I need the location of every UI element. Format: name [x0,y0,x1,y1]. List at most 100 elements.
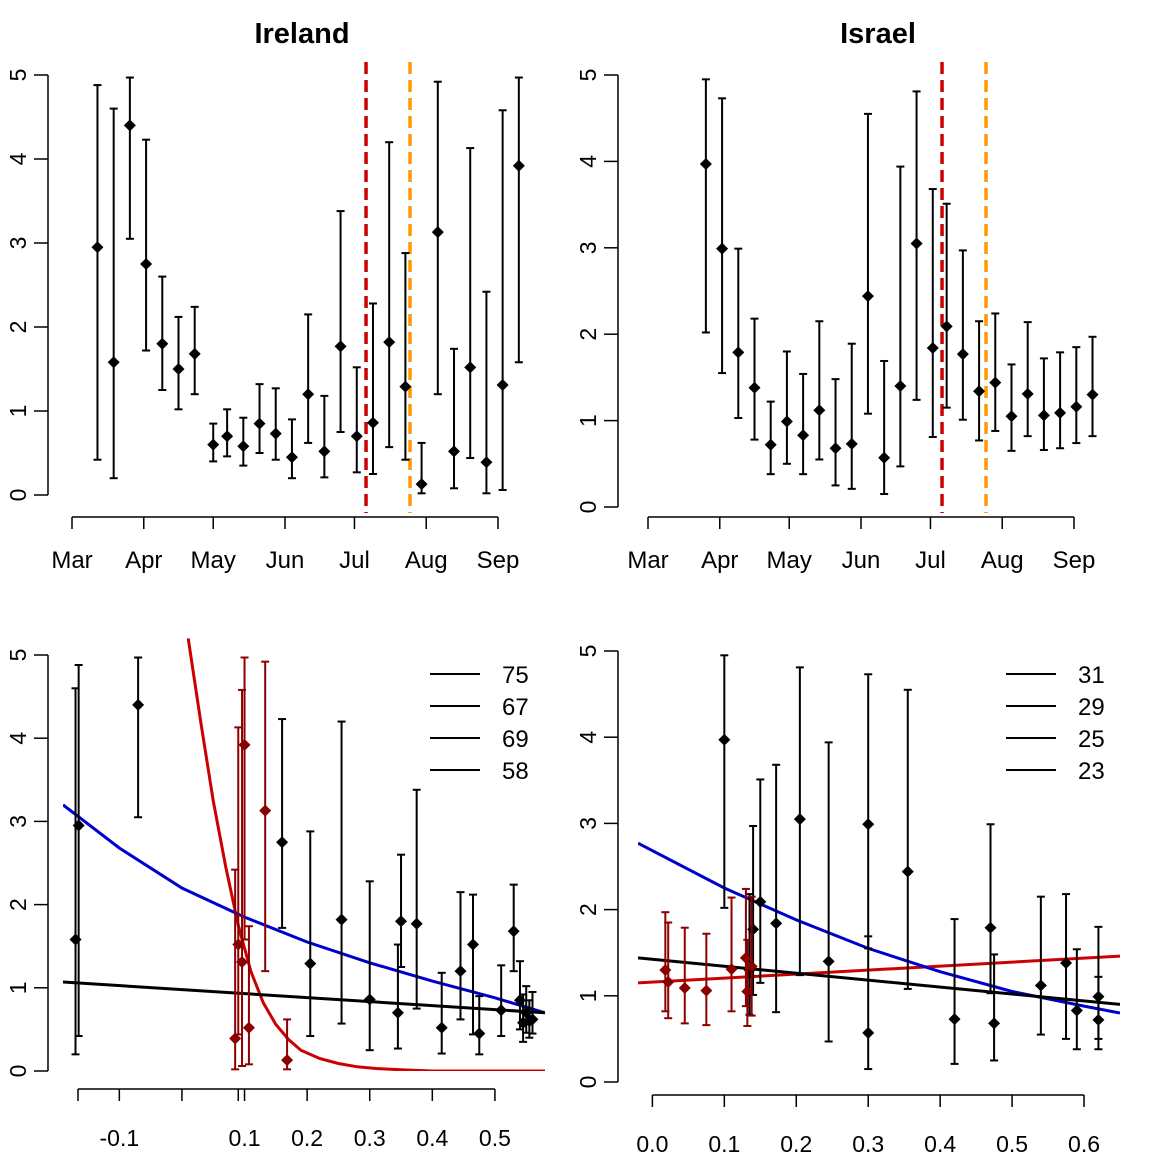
chart-panel-1: Ireland 0 1 2 3 4 5 Mar Apr May Jun Jul Aug Sep [5,18,525,574]
x-tick-label: Mar [627,547,668,574]
data-point [496,109,509,491]
data-point [495,964,508,1038]
x-tick-label: Apr [701,547,738,574]
data-point [862,935,875,1071]
data-point [845,342,858,490]
data-point [302,313,315,444]
y-tick-label: 4 [575,731,601,744]
y-axis: 0 1 2 3 4 5 [5,69,49,502]
data-point [207,422,220,463]
data-point [448,347,461,490]
panel-title: Israel [840,18,916,50]
data-point [318,394,331,479]
legend-label: 58 [502,758,529,785]
data-point [973,320,986,442]
data-point [132,656,145,819]
y-tick-label: 3 [575,241,601,254]
legend-label: 25 [1078,726,1105,753]
black-fit-curve [63,980,545,1015]
data-point [780,350,793,465]
data-point [473,995,486,1056]
data-point [940,202,953,409]
x-tick-label: 0.4 [924,1131,956,1152]
data-point [901,688,914,990]
black-fit-curve [638,956,1120,1006]
legend: 75 67 69 58 [430,662,529,785]
data-point [107,107,120,480]
x-tick-label: Sep [1053,547,1096,574]
data-point [415,441,428,495]
y-tick-label: 5 [575,69,601,82]
data-point [507,883,520,973]
red-data-point [236,688,249,1068]
red-data-point [281,1018,294,1071]
x-tick-label: Aug [981,547,1024,574]
data-point [797,372,810,476]
red-data-point [745,895,758,1017]
blue-fit-curve [638,841,1120,1015]
data-point [363,880,376,1052]
data-point [69,687,82,1056]
y-tick-label: 0 [5,489,31,502]
x-tick-label: 0.3 [852,1131,884,1152]
x-tick-label: 0.0 [636,1131,668,1152]
data-point [91,84,104,461]
y-tick-label: 1 [575,989,601,1002]
y-tick-label: 2 [5,321,31,334]
data-point [276,718,289,929]
data-point [391,943,404,1050]
y-tick-label: 0 [5,1065,31,1078]
data-point [350,366,363,474]
x-tick-label: Jun [842,547,881,574]
data-point [383,141,396,449]
data-point [72,663,85,1038]
data-point [716,97,729,375]
data-point [1037,357,1050,451]
data-point [699,78,712,334]
data-point [770,763,783,1014]
y-tick-label: 4 [5,732,31,745]
x-tick-label: Mar [51,547,92,574]
red-data-point [725,896,738,1013]
x-axis: -0.1 0.1 0.2 0.3 0.4 0.5 [77,1088,511,1151]
data-point [948,918,961,1065]
y-axis: 0 1 2 3 4 5 [575,69,619,513]
data-point [1070,346,1083,445]
red-data-point [739,887,752,1008]
y-tick-label: 4 [5,152,31,165]
data-point [172,315,185,411]
legend-label: 23 [1078,758,1105,785]
data-point [123,76,136,240]
data-point [140,138,153,352]
x-tick-label: 0.2 [291,1125,323,1151]
x-tick-label: 0.3 [354,1125,386,1151]
x-axis: Mar Apr May Jun Jul Aug Sep [51,516,519,574]
y-tick-label: 2 [5,898,31,911]
data-point [435,971,448,1055]
data-point [764,400,777,476]
y-tick-label: 5 [5,649,31,662]
x-tick-label: 0.4 [416,1125,448,1151]
data-point [988,953,1001,1062]
data-point [269,387,282,461]
x-axis: Mar Apr May Jun Jul Aug Sep [627,516,1096,574]
blue-fit-curve [63,803,545,1015]
data-point [829,378,842,487]
data-point [989,312,1002,432]
data-point [1070,948,1083,1051]
data-point [188,305,201,396]
red-data-point [678,926,691,1025]
x-tick-label: 0.5 [996,1131,1028,1152]
x-tick-label: 0.1 [708,1131,740,1152]
red-data-point [662,921,675,1020]
y-tick-label: 5 [5,69,31,82]
legend-label: 75 [502,662,529,689]
y-tick-label: 4 [575,155,601,168]
data-point [793,666,806,977]
data-point [732,247,745,420]
x-tick-label: 0.2 [780,1131,812,1152]
x-tick-label: 0.5 [479,1125,511,1151]
data-point [1086,335,1099,438]
y-tick-label: 3 [5,237,31,250]
red-fit-curve [638,954,1120,985]
